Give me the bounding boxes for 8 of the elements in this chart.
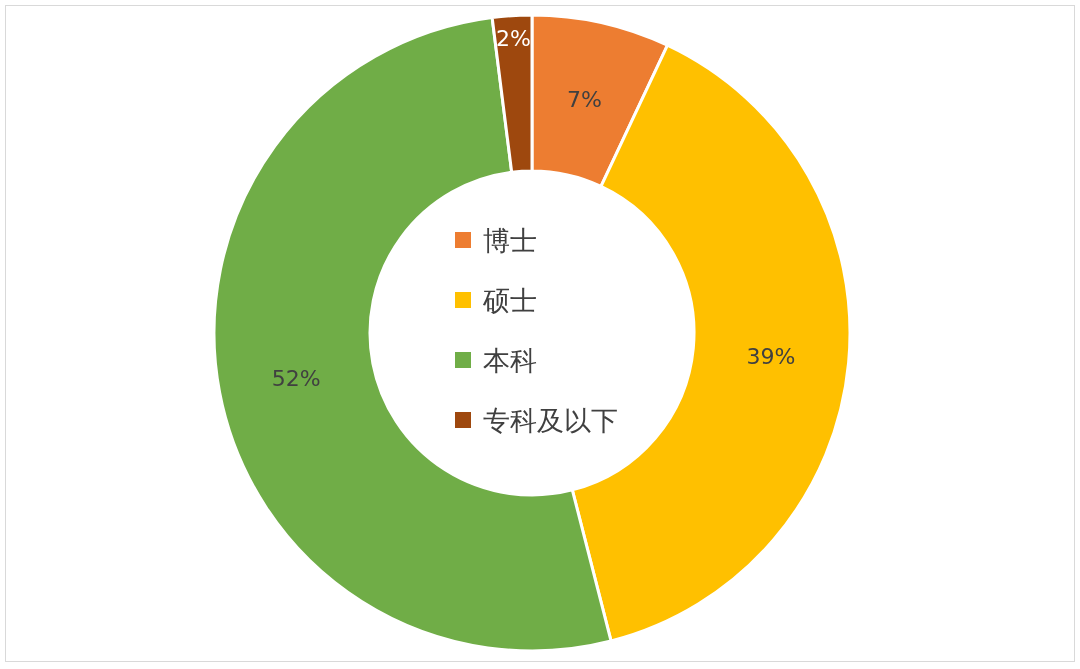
legend-label: 本科 bbox=[483, 345, 537, 376]
legend-label: 专科及以下 bbox=[483, 405, 618, 436]
data-label: 39% bbox=[746, 343, 796, 369]
legend-label: 博士 bbox=[483, 225, 537, 256]
data-label: 52% bbox=[271, 365, 321, 391]
legend-label: 硕士 bbox=[482, 285, 537, 316]
data-label: 2% bbox=[495, 25, 531, 51]
data-label: 7% bbox=[566, 86, 602, 112]
